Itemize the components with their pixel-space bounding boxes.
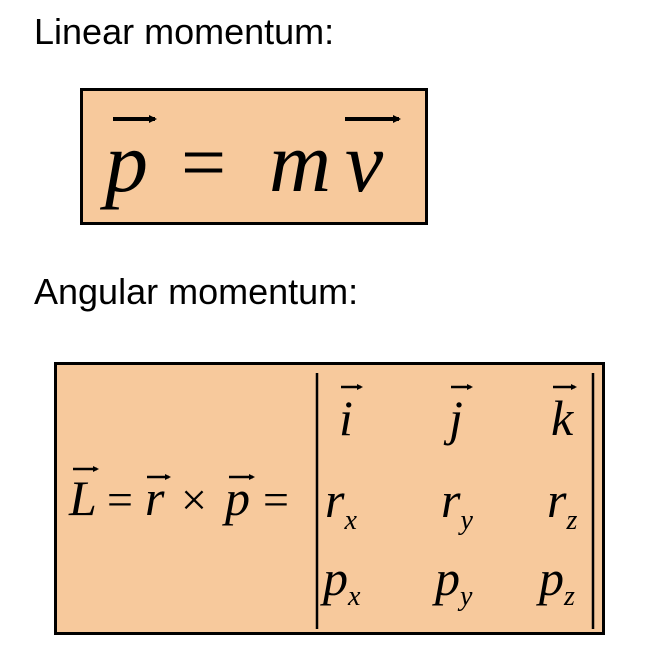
matrix-pz: pz bbox=[536, 550, 575, 612]
equals-sign-1: = bbox=[107, 474, 133, 525]
m-symbol: m bbox=[269, 114, 331, 210]
angular-momentum-equation-box: L = r × p = i j k rx ry rz px py pz bbox=[54, 362, 605, 635]
matrix-ry: ry bbox=[441, 472, 473, 536]
equals-sign: = bbox=[181, 119, 226, 207]
matrix-rz: rz bbox=[547, 472, 577, 536]
linear-momentum-equation: p = m v bbox=[99, 114, 401, 210]
matrix-i: i bbox=[339, 390, 353, 446]
matrix-px: px bbox=[320, 550, 361, 612]
L-symbol: L bbox=[68, 470, 97, 526]
cross-product-sign: × bbox=[181, 474, 207, 525]
p-symbol: p bbox=[99, 114, 148, 210]
linear-momentum-equation-box: p = m v bbox=[80, 88, 428, 225]
linear-momentum-heading: Linear momentum: bbox=[34, 11, 335, 52]
angular-momentum-equation: L = r × p = i j k rx ry rz px py pz bbox=[68, 373, 595, 629]
matrix-j: j bbox=[443, 390, 463, 446]
v-symbol: v bbox=[345, 114, 384, 210]
equals-sign-2: = bbox=[263, 474, 289, 525]
matrix-k: k bbox=[551, 390, 574, 446]
matrix-rx: rx bbox=[325, 472, 357, 536]
angular-momentum-heading: Angular momentum: bbox=[34, 271, 359, 312]
r-symbol: r bbox=[145, 470, 165, 526]
matrix-py: py bbox=[432, 550, 473, 612]
p-symbol-angular: p bbox=[222, 470, 250, 526]
